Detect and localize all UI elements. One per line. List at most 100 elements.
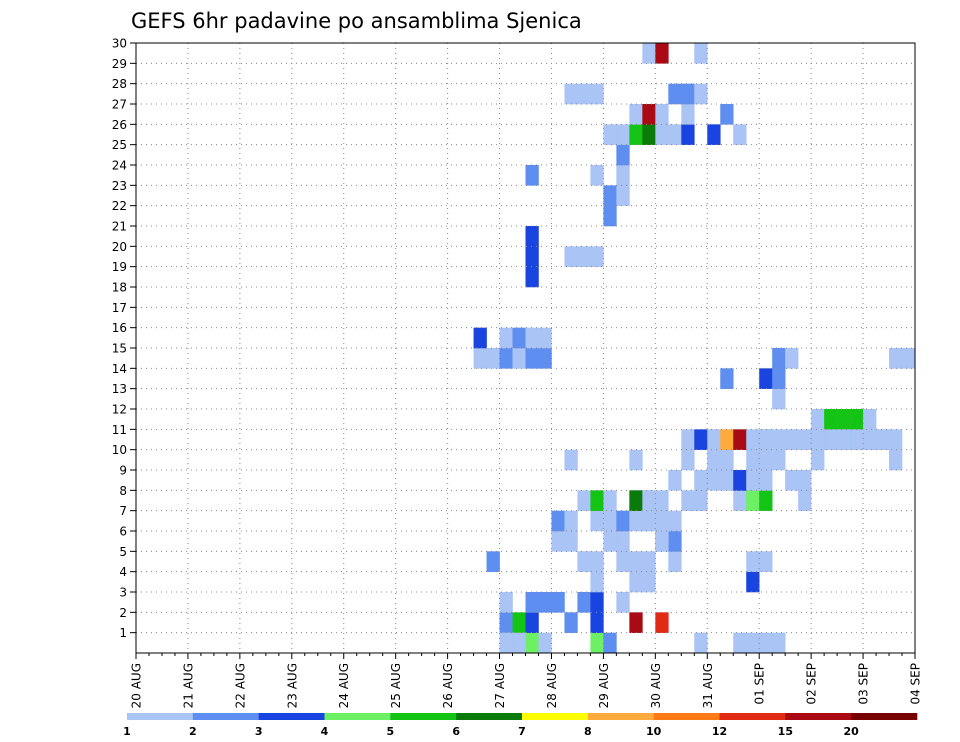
- precip-cell: [551, 531, 565, 552]
- precip-cell: [746, 571, 760, 593]
- precip-cell: [798, 470, 812, 491]
- precip-cell: [863, 429, 877, 450]
- precip-cell: [694, 43, 708, 64]
- precip-cell: [473, 348, 487, 369]
- y-tick-label: 25: [112, 138, 127, 152]
- y-tick-label: 19: [112, 260, 127, 274]
- legend-label: 6: [452, 725, 460, 738]
- legend-swatch: [851, 713, 918, 720]
- precip-cell: [720, 104, 734, 125]
- precip-cell: [629, 551, 643, 572]
- precip-cell: [525, 632, 539, 654]
- precip-cell: [590, 632, 604, 654]
- legend-label: 7: [518, 725, 526, 738]
- precip-cell: [642, 571, 656, 593]
- precip-cell: [746, 551, 760, 572]
- precip-cell: [538, 592, 552, 613]
- precip-cell: [720, 368, 734, 389]
- x-tick-label: 27 AUG: [493, 663, 507, 708]
- precip-cell: [525, 266, 539, 288]
- precip-cell: [759, 449, 773, 471]
- precip-cell: [603, 124, 617, 145]
- precip-cell: [525, 327, 539, 349]
- precip-cell: [759, 551, 773, 572]
- y-tick-label: 26: [112, 118, 127, 132]
- y-tick-label: 14: [112, 362, 127, 376]
- legend-label: 12: [712, 725, 727, 738]
- precip-cell: [525, 348, 539, 369]
- precip-cell: [512, 612, 526, 633]
- precip-cell: [616, 510, 630, 532]
- precip-cell: [642, 551, 656, 572]
- legend-swatch: [653, 713, 720, 720]
- precip-cell: [499, 327, 513, 349]
- legend-label: 5: [387, 725, 395, 738]
- precip-cell: [720, 449, 734, 471]
- precip-cell: [616, 124, 630, 145]
- y-tick-label: 27: [112, 98, 127, 112]
- precip-cell: [733, 632, 747, 654]
- precip-cell: [837, 429, 851, 450]
- y-tick-label: 1: [119, 626, 127, 640]
- precip-cell: [798, 490, 812, 511]
- precip-cell: [603, 490, 617, 511]
- precip-cell: [733, 490, 747, 511]
- precip-cell: [564, 510, 578, 532]
- precip-cell: [564, 612, 578, 633]
- y-tick-label: 24: [112, 159, 127, 173]
- precip-cell: [642, 490, 656, 511]
- precip-cell: [564, 83, 578, 105]
- y-tick-label: 5: [119, 545, 127, 559]
- y-tick-label: 9: [119, 464, 127, 478]
- y-tick-label: 2: [119, 606, 127, 620]
- precip-cell: [694, 83, 708, 105]
- x-tick-label: 22 AUG: [233, 663, 247, 708]
- precip-cells: [473, 43, 916, 654]
- precip-cell: [707, 429, 721, 450]
- precip-cell: [668, 470, 682, 491]
- y-tick-label: 7: [119, 504, 127, 518]
- x-tick-label: 25 AUG: [389, 663, 403, 708]
- precip-cell: [785, 429, 799, 450]
- y-tick-label: 23: [112, 179, 127, 193]
- x-tick-label: 20 AUG: [130, 663, 144, 708]
- precip-cell: [668, 531, 682, 552]
- precip-cell: [616, 531, 630, 552]
- precip-cell: [798, 429, 812, 450]
- precip-cell: [525, 246, 539, 267]
- x-axis: 20 AUG 21 AUG 22 AUG 23 AUG 24 AUG 25 AUG 26 A…: [130, 653, 923, 708]
- precip-cell: [694, 490, 708, 511]
- precip-cell: [577, 83, 591, 105]
- x-tick-label: 21 AUG: [181, 663, 195, 708]
- legend-swatch: [324, 713, 391, 720]
- precip-cell: [616, 185, 630, 206]
- y-tick-label: 22: [112, 199, 127, 213]
- precip-cell: [564, 449, 578, 471]
- x-tick-label: 28 AUG: [545, 663, 559, 708]
- precip-cell: [772, 449, 786, 471]
- legend-swatch: [719, 713, 786, 720]
- y-tick-label: 15: [112, 342, 127, 356]
- legend-swatch: [192, 713, 259, 720]
- y-tick-label: 10: [112, 443, 127, 457]
- precip-cell: [850, 409, 864, 430]
- precip-cell: [499, 632, 513, 654]
- precip-cell: [486, 348, 500, 369]
- precip-cell: [655, 510, 669, 532]
- precip-cell: [642, 43, 656, 64]
- precip-cell: [590, 571, 604, 593]
- y-tick-label: 3: [119, 586, 127, 600]
- precip-cell: [577, 490, 591, 511]
- precip-cell: [746, 429, 760, 450]
- precip-cell: [538, 632, 552, 654]
- precip-cell: [473, 327, 487, 349]
- precip-cell: [642, 124, 656, 145]
- precip-cell: [681, 449, 695, 471]
- precip-cell: [681, 83, 695, 105]
- y-tick-label: 20: [112, 240, 127, 254]
- precip-cell: [681, 124, 695, 145]
- precip-cell: [889, 449, 903, 471]
- precip-cell: [772, 632, 786, 654]
- y-tick-label: 11: [112, 423, 127, 437]
- precip-cell: [681, 429, 695, 450]
